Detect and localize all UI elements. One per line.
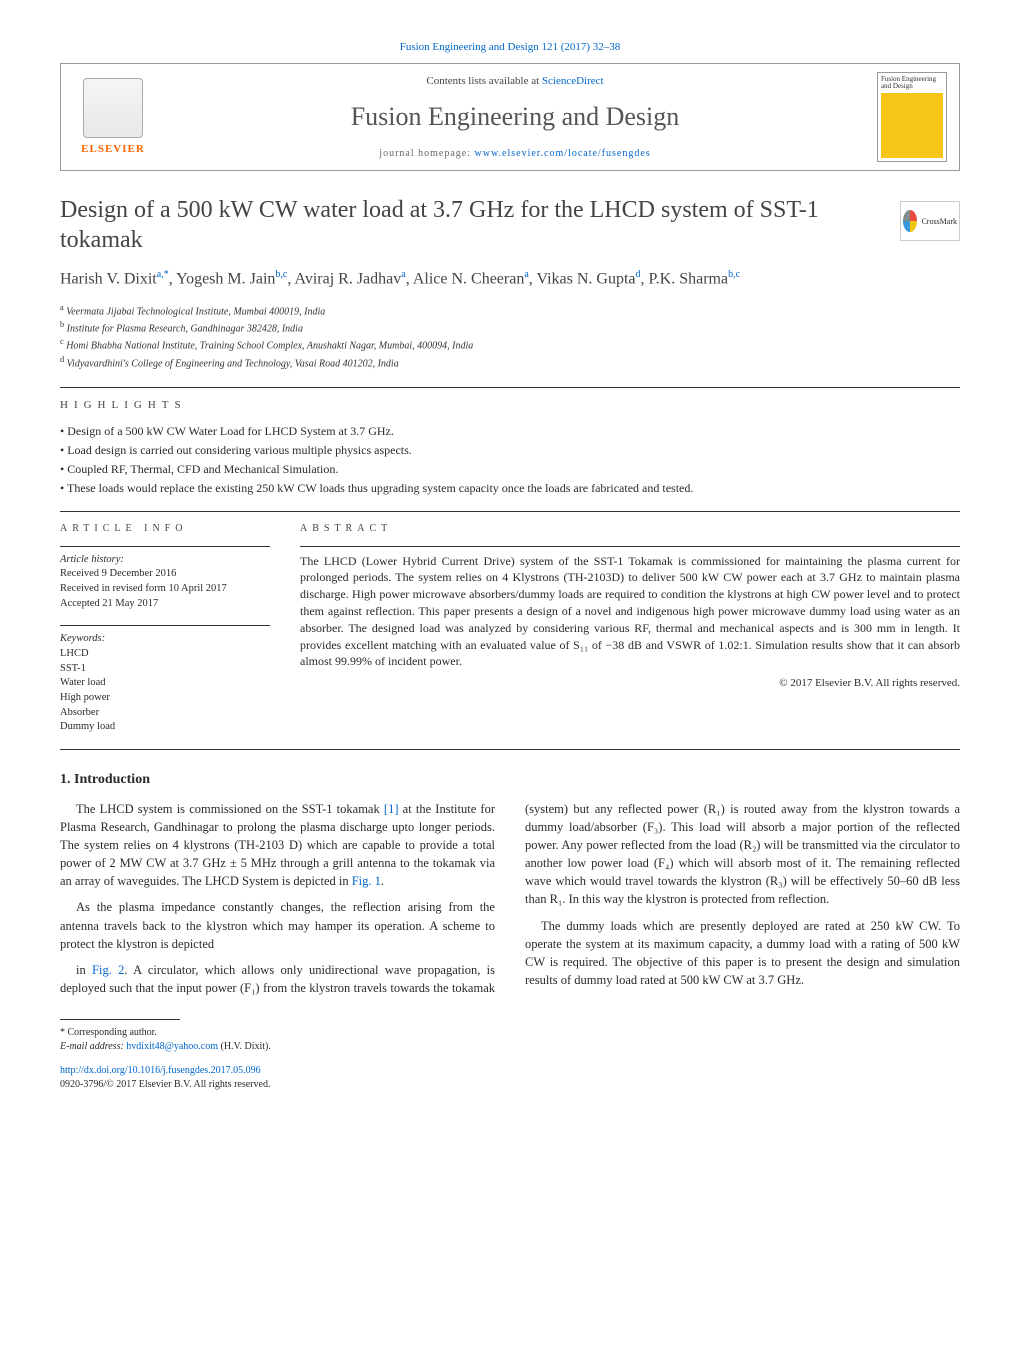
body-columns: The LHCD system is commissioned on the S… [60, 800, 960, 997]
keyword: SST-1 [60, 662, 270, 677]
rule [300, 546, 960, 547]
affiliation: c Homi Bhabha National Institute, Traini… [60, 336, 960, 353]
running-header: Fusion Engineering and Design 121 (2017)… [60, 40, 960, 55]
article-info-label: ARTICLE INFO [60, 522, 270, 536]
email-link[interactable]: hvdixit48@yahoo.com [126, 1041, 218, 1052]
figure-link[interactable]: Fig. 2 [92, 963, 124, 977]
rule [60, 749, 960, 750]
title-row: Design of a 500 kW CW water load at 3.7 … [60, 195, 960, 255]
article-title: Design of a 500 kW CW water load at 3.7 … [60, 195, 888, 255]
contents-prefix: Contents lists available at [426, 75, 541, 87]
highlight-item: Coupled RF, Thermal, CFD and Mechanical … [60, 461, 960, 478]
abstract-label: ABSTRACT [300, 522, 960, 536]
affiliation: b Institute for Plasma Research, Gandhin… [60, 319, 960, 336]
keyword: Dummy load [60, 720, 270, 735]
cover-fill [881, 93, 943, 158]
keywords-header: Keywords: [60, 632, 270, 647]
body-p4: The dummy loads which are presently depl… [525, 917, 960, 990]
homepage-link[interactable]: www.elsevier.com/locate/fusengdes [475, 148, 651, 159]
abstract-text: The LHCD (Lower Hybrid Current Drive) sy… [300, 553, 960, 671]
keyword: High power [60, 691, 270, 706]
doi-link[interactable]: http://dx.doi.org/10.1016/j.fusengdes.20… [60, 1065, 261, 1076]
keyword: LHCD [60, 647, 270, 662]
section-number: 1. [60, 772, 71, 787]
sciencedirect-link[interactable]: ScienceDirect [542, 75, 604, 87]
keywords-block: Keywords: LHCDSST-1Water loadHigh powerA… [60, 632, 270, 735]
keyword: Water load [60, 676, 270, 691]
elsevier-tree-icon [83, 78, 143, 138]
header-center: Contents lists available at ScienceDirec… [153, 74, 877, 162]
corresponding-author: * Corresponding author. [60, 1026, 960, 1040]
citation-link[interactable]: [1] [384, 802, 399, 816]
journal-title: Fusion Engineering and Design [153, 99, 877, 135]
journal-header-box: ELSEVIER Contents lists available at Sci… [60, 63, 960, 171]
body-p1: The LHCD system is commissioned on the S… [60, 800, 495, 891]
affiliation: d Vidyavardhini's College of Engineering… [60, 354, 960, 371]
elsevier-label: ELSEVIER [81, 142, 145, 157]
section-heading: 1. Introduction [60, 770, 960, 790]
footnote-rule [60, 1019, 180, 1020]
info-abstract-row: ARTICLE INFO Article history: Received 9… [60, 522, 960, 736]
history-line: Received in revised form 10 April 2017 [60, 582, 270, 597]
abstract-copyright: © 2017 Elsevier B.V. All rights reserved… [300, 676, 960, 691]
doi-block: http://dx.doi.org/10.1016/j.fusengdes.20… [60, 1064, 960, 1092]
email-suffix: (H.V. Dixit). [218, 1041, 271, 1052]
crossmark-badge[interactable]: CrossMark [900, 201, 960, 241]
affiliation: a Veermata Jijabai Technological Institu… [60, 302, 960, 319]
issn-line: 0920-3796/© 2017 Elsevier B.V. All right… [60, 1079, 270, 1090]
rule [60, 546, 270, 547]
homepage-prefix: journal homepage: [379, 148, 474, 159]
highlights-label: HIGHLIGHTS [60, 398, 960, 413]
crossmark-icon [903, 210, 917, 232]
authors-line: Harish V. Dixita,*, Yogesh M. Jainb,c, A… [60, 267, 960, 291]
section-title: Introduction [74, 772, 150, 787]
abstract-col: ABSTRACT The LHCD (Lower Hybrid Current … [300, 522, 960, 736]
rule [60, 511, 960, 512]
article-info-col: ARTICLE INFO Article history: Received 9… [60, 522, 270, 736]
history-line: Accepted 21 May 2017 [60, 597, 270, 612]
email-line: E-mail address: hvdixit48@yahoo.com (H.V… [60, 1040, 960, 1054]
history-line: Received 9 December 2016 [60, 567, 270, 582]
rule [60, 625, 270, 626]
email-label: E-mail address: [60, 1041, 126, 1052]
affiliations-block: a Veermata Jijabai Technological Institu… [60, 302, 960, 371]
body-p2: As the plasma impedance constantly chang… [60, 898, 495, 952]
figure-link[interactable]: Fig. 1 [352, 874, 381, 888]
highlight-item: These loads would replace the existing 2… [60, 480, 960, 497]
rule [60, 387, 960, 388]
journal-cover-thumbnail: Fusion Engineering and Design [877, 72, 947, 162]
running-header-link[interactable]: Fusion Engineering and Design 121 (2017)… [400, 41, 621, 53]
highlights-list: Design of a 500 kW CW Water Load for LHC… [60, 423, 960, 496]
cover-title: Fusion Engineering and Design [881, 76, 943, 90]
keyword: Absorber [60, 706, 270, 721]
history-header: Article history: [60, 553, 270, 568]
article-history: Article history: Received 9 December 201… [60, 553, 270, 612]
contents-line: Contents lists available at ScienceDirec… [153, 74, 877, 89]
highlight-item: Design of a 500 kW CW Water Load for LHC… [60, 423, 960, 440]
elsevier-logo: ELSEVIER [73, 72, 153, 162]
highlight-item: Load design is carried out considering v… [60, 442, 960, 459]
homepage-line: journal homepage: www.elsevier.com/locat… [153, 147, 877, 161]
crossmark-label: CrossMark [921, 216, 957, 227]
